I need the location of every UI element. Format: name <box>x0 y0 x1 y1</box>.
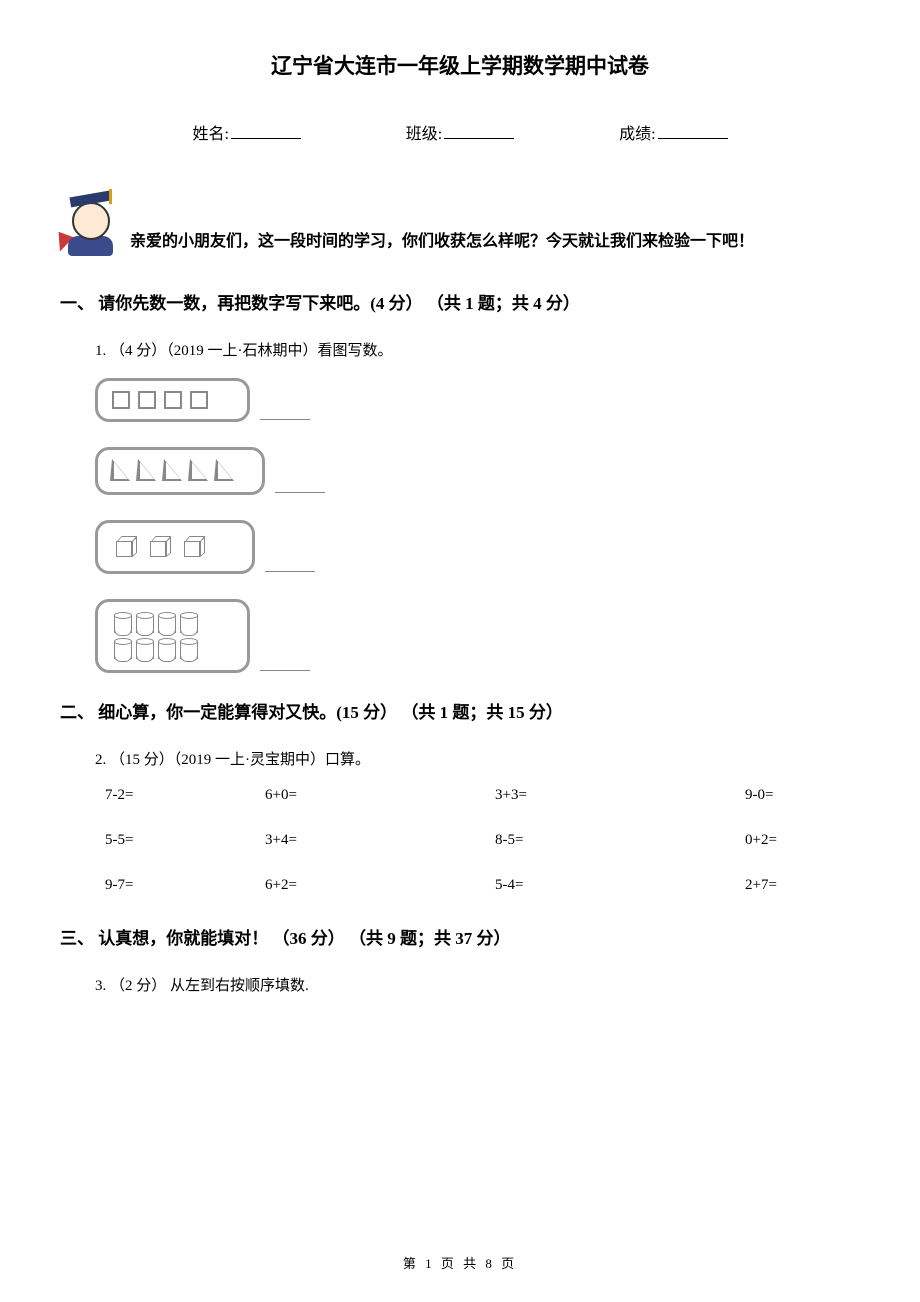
triangle-icon <box>190 460 208 482</box>
name-label: 姓名: <box>192 120 228 144</box>
calc-cell: 5-4= <box>495 877 745 894</box>
square-icon <box>112 391 130 409</box>
class-field: 班级: <box>406 120 514 144</box>
question-2: 2. （15 分）（2019 一上·灵宝期中）口算。 <box>95 748 860 769</box>
answer-blank <box>275 492 325 493</box>
section3-header: 三、 认真想，你就能填对！ （36 分） （共 9 题；共 37 分） <box>60 924 860 949</box>
calc-cell: 3+3= <box>495 787 745 804</box>
class-label: 班级: <box>406 120 442 144</box>
answer-blank <box>265 571 315 572</box>
calc-cell: 2+7= <box>745 877 920 894</box>
info-row: 姓名: 班级: 成绩: <box>60 120 860 144</box>
calc-cell: 7-2= <box>105 787 265 804</box>
section1-header: 一、 请你先数一数，再把数字写下来吧。(4 分） （共 1 题；共 4 分） <box>60 289 860 314</box>
cylinder-icon <box>114 612 132 634</box>
cylinder-icon <box>136 638 154 660</box>
triangle-icon <box>216 460 234 482</box>
score-blank <box>658 138 728 139</box>
cylinder-icon <box>114 638 132 660</box>
triangle-icon <box>138 460 156 482</box>
page-footer: 第 1 页 共 8 页 <box>0 1253 920 1272</box>
answer-blank <box>260 670 310 671</box>
shape-row-cubes <box>95 520 860 574</box>
intro-text: 亲爱的小朋友们，这一段时间的学习，你们收获怎么样呢？今天就让我们来检验一下吧！ <box>130 227 754 259</box>
calc-cell: 6+2= <box>265 877 495 894</box>
shape-row-cylinders <box>95 599 860 673</box>
score-label: 成绩: <box>619 120 655 144</box>
calculation-grid: 7-2= 6+0= 3+3= 9-0= 5-5= 3+4= 8-5= 0+2= … <box>105 787 860 894</box>
shape-row-squares <box>95 378 860 422</box>
shape-row-triangles <box>95 447 860 495</box>
mascot-icon <box>60 184 120 259</box>
cylinder-icon <box>180 612 198 634</box>
calc-cell: 6+0= <box>265 787 495 804</box>
page-title: 辽宁省大连市一年级上学期数学期中试卷 <box>60 50 860 80</box>
name-field: 姓名: <box>192 120 300 144</box>
section2-header: 二、 细心算，你一定能算得对又快。(15 分） （共 1 题；共 15 分） <box>60 698 860 723</box>
triangle-icon <box>112 460 130 482</box>
cylinder-icon <box>158 612 176 634</box>
cylinder-icon <box>180 638 198 660</box>
score-field: 成绩: <box>619 120 727 144</box>
cube-icon <box>150 537 170 557</box>
name-blank <box>231 138 301 139</box>
square-icon <box>138 391 156 409</box>
cylinder-icon <box>136 612 154 634</box>
intro-row: 亲爱的小朋友们，这一段时间的学习，你们收获怎么样呢？今天就让我们来检验一下吧！ <box>60 184 860 259</box>
calc-row: 9-7= 6+2= 5-4= 2+7= <box>105 877 860 894</box>
calc-cell: 5-5= <box>105 832 265 849</box>
square-icon <box>190 391 208 409</box>
question-3: 3. （2 分） 从左到右按顺序填数. <box>95 974 860 995</box>
calc-row: 5-5= 3+4= 8-5= 0+2= <box>105 832 860 849</box>
calc-cell: 9-7= <box>105 877 265 894</box>
cube-icon <box>184 537 204 557</box>
triangle-icon <box>164 460 182 482</box>
square-icon <box>164 391 182 409</box>
question-1: 1. （4 分）（2019 一上·石林期中）看图写数。 <box>95 339 860 360</box>
cube-icon <box>116 537 136 557</box>
class-blank <box>444 138 514 139</box>
calc-cell: 3+4= <box>265 832 495 849</box>
calc-cell: 9-0= <box>745 787 920 804</box>
calc-cell: 8-5= <box>495 832 745 849</box>
answer-blank <box>260 419 310 420</box>
calc-cell: 0+2= <box>745 832 920 849</box>
cylinder-icon <box>158 638 176 660</box>
calc-row: 7-2= 6+0= 3+3= 9-0= <box>105 787 860 804</box>
